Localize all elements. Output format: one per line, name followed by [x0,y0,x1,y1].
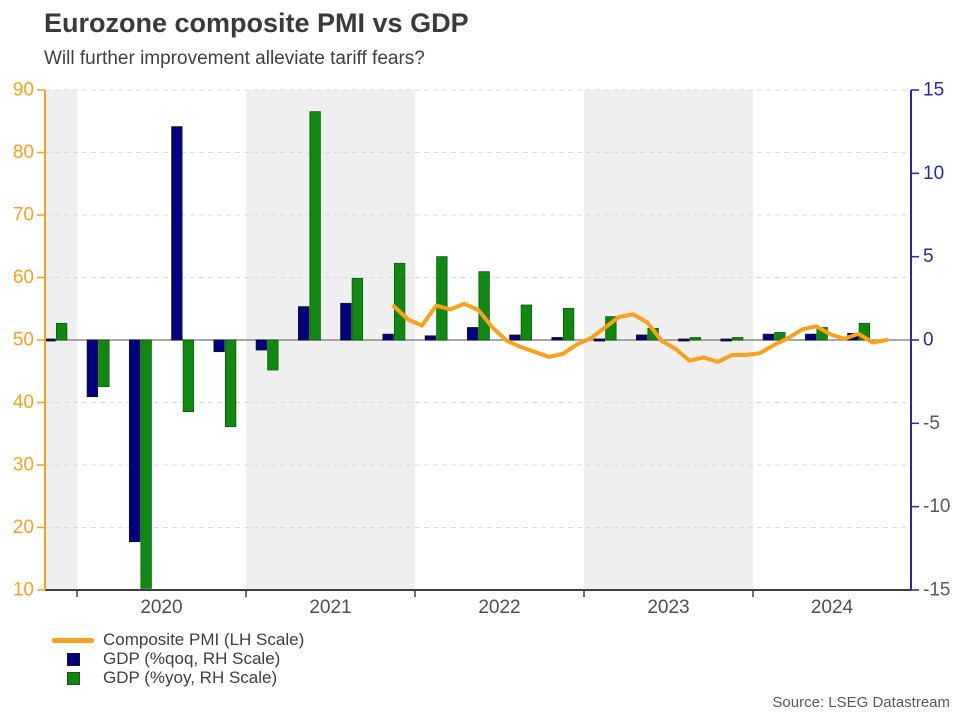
svg-text:0: 0 [923,330,934,351]
svg-text:2023: 2023 [647,597,689,618]
gdp-qoq-bars [44,126,859,543]
legend-label-composite-pmi: Composite PMI (LH Scale) [103,630,305,649]
gdp-yoy-swatch [67,671,80,685]
source-note: Source: LSEG Datastream [772,694,950,711]
legend-item-gdp-yoy: GDP (%yoy, RH Scale) [52,668,304,687]
svg-text:60: 60 [13,267,34,288]
legend-label-gdp-yoy: GDP (%yoy, RH Scale) [103,668,278,687]
svg-text:10: 10 [13,580,34,601]
svg-text:2020: 2020 [140,597,182,618]
gridlines [46,89,911,528]
svg-text:40: 40 [13,392,34,413]
svg-text:5: 5 [923,246,934,267]
svg-text:20: 20 [13,517,34,538]
svg-text:-10: -10 [923,496,950,517]
svg-text:80: 80 [13,142,34,163]
gdp-qoq-swatch [67,652,80,666]
svg-text:10: 10 [923,163,944,184]
x-axis: 2020 2021 2022 2023 2024 [45,589,911,618]
legend-item-composite-pmi: Composite PMI (LH Scale) [52,630,305,649]
svg-text:2021: 2021 [309,597,351,618]
page-subtitle: Will further improvement alleviate tarif… [44,48,425,69]
svg-text:2022: 2022 [478,597,520,618]
legend-item-gdp-qoq: GDP (%qoq, RH Scale) [52,649,304,668]
svg-text:-15: -15 [923,580,950,601]
page-title: Eurozone composite PMI vs GDP [44,8,469,38]
svg-text:70: 70 [13,205,34,226]
legend: Composite PMI (LH Scale) GDP (%qoq, RH S… [52,630,305,688]
pmi-line-group [391,301,889,364]
y-axis-right: 15 10 5 0 -5 -10 -15 [910,80,950,601]
svg-text:-5: -5 [923,413,940,434]
y-axis-left: 90 80 70 60 50 40 30 20 10 [13,80,46,601]
svg-text:15: 15 [923,80,944,101]
legend-label-gdp-qoq: GDP (%qoq, RH Scale) [103,649,281,668]
svg-text:2024: 2024 [811,597,854,618]
gdp-yoy-bars [55,111,871,589]
pmi-line-swatch [52,637,94,643]
svg-text:50: 50 [13,330,34,351]
svg-text:30: 30 [13,455,34,476]
svg-text:90: 90 [13,80,34,101]
pmi-line [391,301,889,364]
